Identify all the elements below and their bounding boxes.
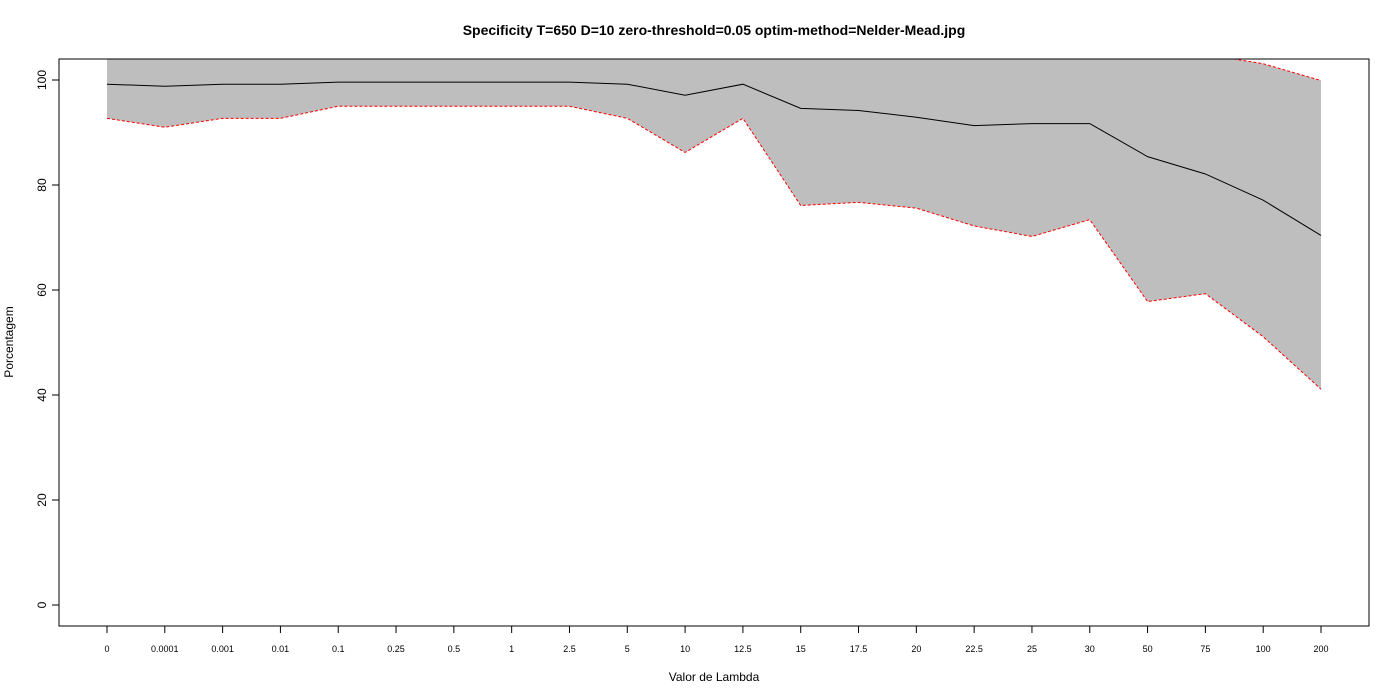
x-tick-label: 15 xyxy=(796,644,806,654)
y-tick-label: 80 xyxy=(35,178,49,192)
y-tick-label: 40 xyxy=(35,388,49,402)
x-tick-label: 0.25 xyxy=(387,644,405,654)
plot-frame xyxy=(58,58,1370,627)
x-tick-label: 17.5 xyxy=(850,644,868,654)
y-axis: 0 20 40 60 80 100 xyxy=(35,70,59,608)
x-tick-label: 0 xyxy=(104,644,109,654)
x-tick-label: 0.01 xyxy=(272,644,290,654)
y-tick-label: 0 xyxy=(35,601,49,608)
x-tick-label: 2.5 xyxy=(563,644,576,654)
x-tick-label: 100 xyxy=(1256,644,1271,654)
x-tick-label: 5 xyxy=(625,644,630,654)
x-tick-label: 22.5 xyxy=(965,644,983,654)
mean-line xyxy=(106,81,1322,236)
y-tick-label: 60 xyxy=(35,283,49,297)
x-tick-label: 12.5 xyxy=(734,644,752,654)
x-tick-label: 0.1 xyxy=(332,644,345,654)
confidence-band xyxy=(107,59,1321,390)
x-tick-label: 0.5 xyxy=(448,644,461,654)
plot-area xyxy=(106,59,1322,390)
x-tick-label: 0.0001 xyxy=(151,644,179,654)
x-tick-label: 75 xyxy=(1200,644,1210,654)
y-tick-label: 20 xyxy=(35,493,49,507)
y-tick-label: 100 xyxy=(35,70,49,90)
x-tick-label: 20 xyxy=(911,644,921,654)
x-tick-label: 1 xyxy=(509,644,514,654)
y-axis-label: Porcentagem xyxy=(2,306,16,377)
x-tick-label: 50 xyxy=(1143,644,1153,654)
x-tick-label: 200 xyxy=(1313,644,1328,654)
chart-title: Specificity T=650 D=10 zero-threshold=0.… xyxy=(463,22,966,38)
x-tick-label: 10 xyxy=(680,644,690,654)
x-tick-label: 30 xyxy=(1085,644,1095,654)
x-axis: 0 0.0001 0.001 0.01 0.1 0.25 0.5 1 2.5 5 10 12.5 15 1… xyxy=(104,626,1329,654)
x-axis-label: Valor de Lambda xyxy=(669,670,760,684)
x-tick-label: 25 xyxy=(1027,644,1037,654)
x-tick-label: 0.001 xyxy=(211,644,234,654)
